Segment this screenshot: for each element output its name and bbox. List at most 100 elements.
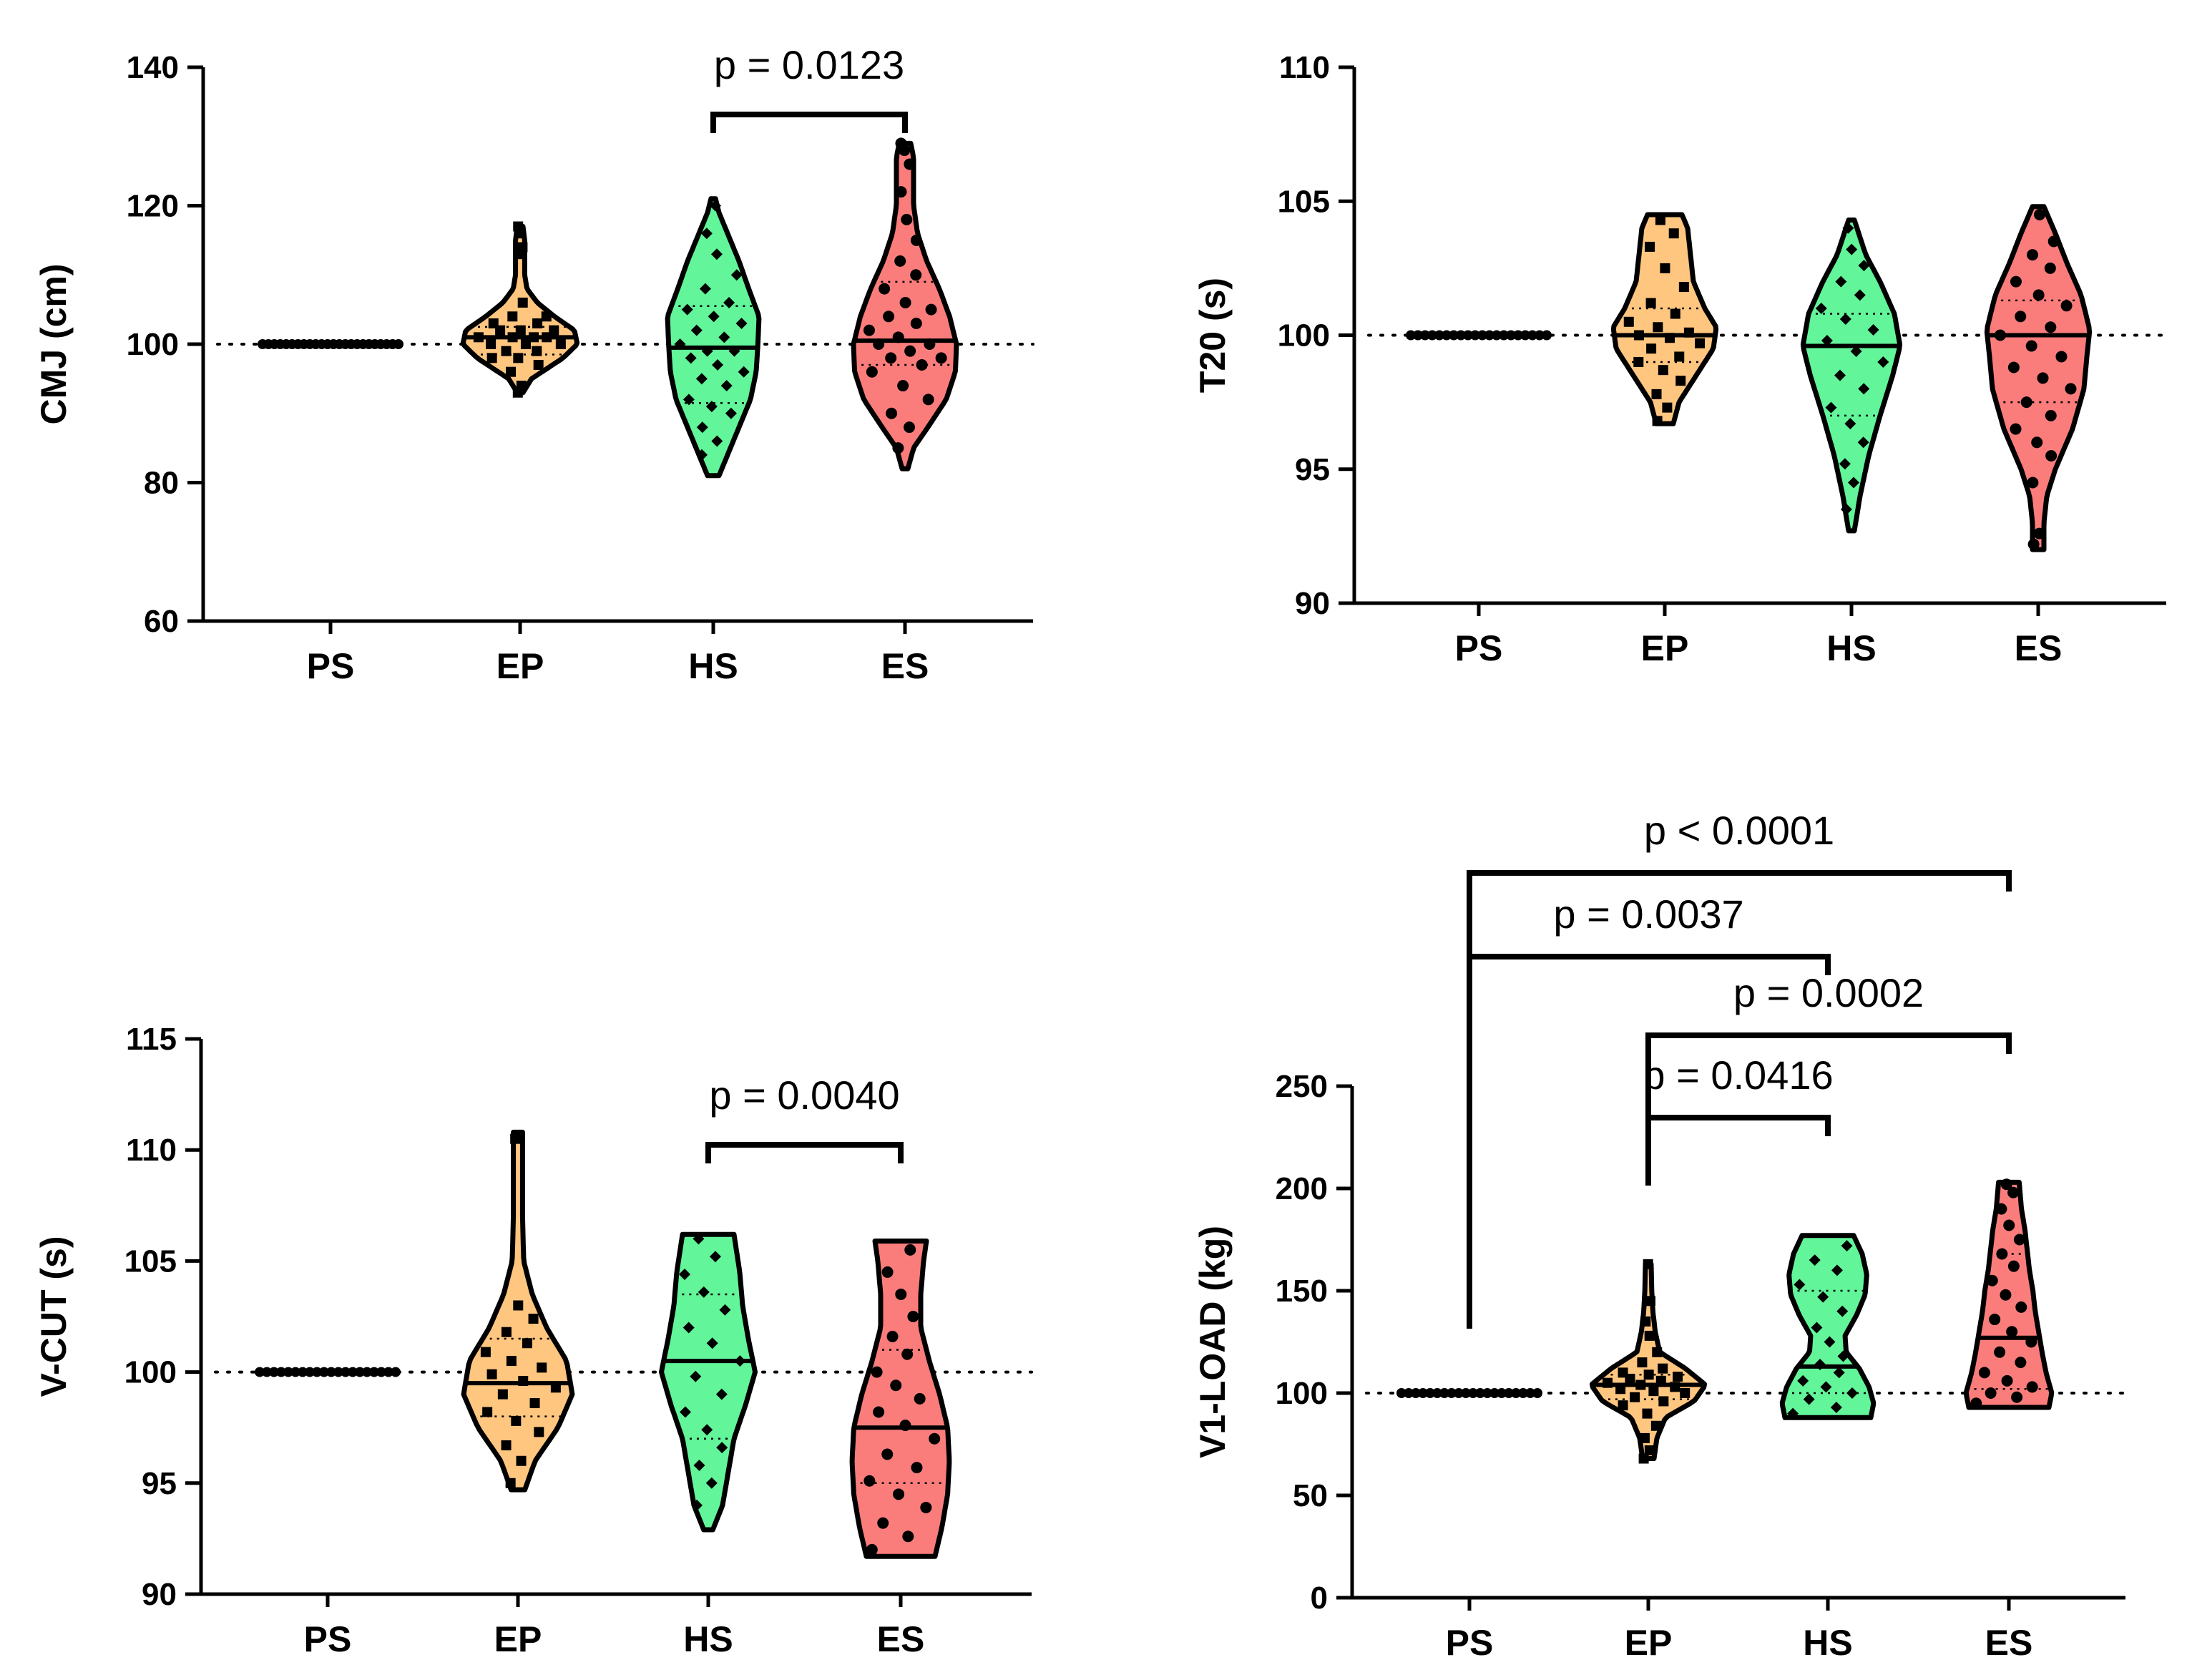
data-point	[1834, 369, 1846, 381]
y-tick-label: 80	[144, 466, 179, 501]
data-point	[1640, 1316, 1651, 1327]
data-point	[355, 1367, 365, 1377]
data-point	[319, 1367, 329, 1377]
x-tick-label-es: ES	[877, 1619, 925, 1659]
data-point	[2027, 538, 2040, 550]
data-point	[716, 1442, 728, 1454]
data-point	[738, 366, 750, 378]
violin-hs	[1779, 1233, 1877, 1420]
panel-cmj: 60 80 100 120 140 CMJ (cm) PS EP HS ES p = 0.0123	[34, 42, 1034, 686]
data-point	[326, 1367, 336, 1377]
data-point	[2000, 1178, 2012, 1191]
data-point	[681, 303, 693, 316]
violin-ep	[1610, 212, 1719, 426]
data-point	[2032, 289, 2045, 301]
data-point	[1830, 1402, 1842, 1414]
data-point	[2027, 477, 2039, 489]
y-tick-label: 150	[1276, 1274, 1328, 1309]
data-point	[718, 331, 730, 343]
data-point	[2007, 1260, 2020, 1272]
bracket-line	[705, 1142, 904, 1163]
data-point	[911, 1462, 923, 1474]
data-point	[1427, 330, 1437, 341]
data-point	[1867, 324, 1879, 336]
data-point	[1411, 1388, 1421, 1398]
data-point	[1848, 477, 1860, 489]
violin-es	[1963, 1178, 2055, 1410]
data-point	[1678, 282, 1689, 293]
data-point	[497, 1389, 508, 1400]
y-axis-title: V-CUT (s)	[34, 1236, 74, 1397]
data-point	[2025, 340, 2037, 352]
x-tick-label-ep: EP	[496, 646, 544, 686]
data-point	[899, 1420, 911, 1432]
data-point	[1995, 1203, 2007, 1215]
data-point	[1623, 316, 1634, 327]
data-point	[1985, 1387, 1997, 1399]
data-point	[685, 352, 697, 364]
violin-body-hs	[659, 1231, 758, 1533]
data-point	[877, 1517, 889, 1529]
data-point	[1794, 1279, 1806, 1291]
data-point	[1833, 1367, 1845, 1379]
data-point	[550, 1382, 561, 1393]
data-point	[720, 380, 733, 392]
data-point	[1858, 383, 1870, 395]
data-point	[1645, 241, 1655, 252]
data-point	[1857, 436, 1869, 449]
data-point	[886, 1330, 899, 1342]
data-point	[712, 359, 724, 371]
data-point	[1846, 243, 1858, 255]
data-point	[690, 1370, 702, 1382]
data-point	[873, 1406, 885, 1418]
data-point	[1658, 1396, 1669, 1407]
data-point	[2000, 1289, 2012, 1301]
bracket-line	[1467, 954, 1831, 1329]
data-point	[1797, 1374, 1809, 1387]
data-point	[925, 303, 937, 316]
significance-bracket-ps-hs: p = 0.0037	[1467, 892, 1831, 1329]
p-value-label: p < 0.0001	[1644, 808, 1834, 853]
y-axis-title: T20 (s)	[1193, 278, 1233, 393]
data-point	[298, 1367, 308, 1377]
data-point	[1695, 338, 1706, 348]
data-point	[1994, 1346, 2006, 1358]
data-point	[1668, 228, 1679, 239]
data-point	[2001, 1374, 2013, 1387]
data-point	[924, 338, 936, 350]
data-point	[1518, 1388, 1528, 1398]
data-point	[1484, 330, 1494, 341]
violin-ps	[1406, 330, 1552, 341]
data-point	[1825, 401, 1837, 414]
violin-hs	[1800, 218, 1903, 534]
data-point	[1475, 1388, 1485, 1398]
data-point	[1837, 1350, 1849, 1362]
data-point	[710, 248, 723, 260]
data-point	[2003, 1219, 2015, 1231]
data-point	[2011, 1391, 2023, 1403]
data-point	[1996, 1248, 2008, 1260]
x-tick-label-es: ES	[2015, 628, 2063, 668]
data-point	[549, 325, 559, 336]
data-point	[899, 296, 911, 308]
data-point	[2027, 249, 2039, 261]
x-tick-label-ep: EP	[1641, 628, 1689, 668]
data-point	[473, 332, 484, 343]
data-point	[894, 255, 906, 267]
data-point	[709, 200, 721, 212]
p-value-label: p = 0.0037	[1553, 892, 1743, 937]
data-point	[1432, 1388, 1442, 1398]
data-point	[1814, 1358, 1826, 1370]
data-point	[1811, 1322, 1823, 1334]
data-point	[883, 311, 895, 323]
data-point	[1535, 330, 1545, 341]
data-point	[522, 1338, 532, 1349]
data-point	[1664, 333, 1675, 343]
data-point	[1854, 289, 1866, 301]
data-point	[1803, 1393, 1815, 1405]
data-point	[1463, 330, 1473, 341]
data-point	[866, 1543, 878, 1556]
data-point	[709, 1251, 721, 1263]
data-point	[1820, 1381, 1832, 1393]
data-point	[1842, 222, 1854, 234]
